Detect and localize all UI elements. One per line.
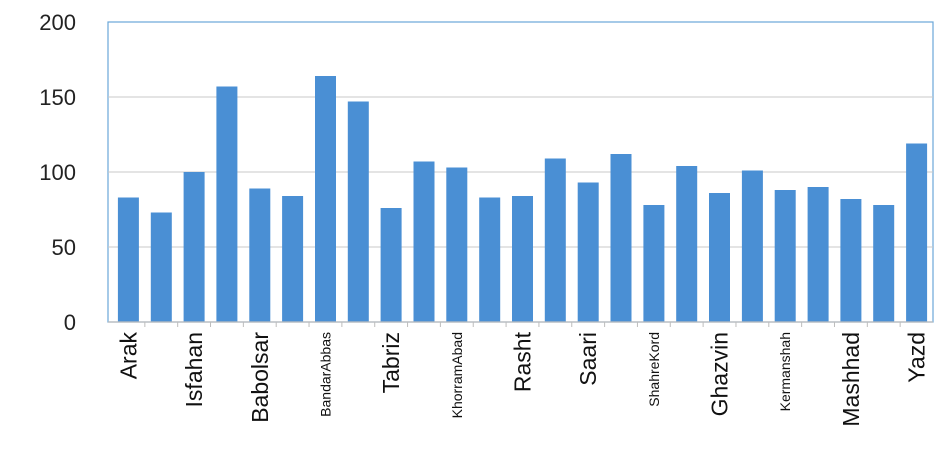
x-tick-label: Mashhad (838, 332, 864, 427)
bar (906, 143, 928, 322)
x-tick-label: KhorramAbad (449, 332, 465, 418)
x-tick-label: Ghazvin (707, 332, 733, 416)
bar (774, 190, 796, 322)
y-axis: 0 50 100 150 200 (39, 10, 76, 335)
x-axis: Arak Isfahan Babolsar BandarAbbas Tabriz Khor… (108, 321, 933, 427)
bar (315, 76, 336, 322)
x-tick-label: ShahreKord (646, 332, 662, 407)
y-tick-label: 150 (39, 85, 76, 110)
bar (216, 86, 238, 322)
bar (643, 205, 665, 322)
bar (249, 188, 271, 322)
x-tick-label: BandarAbbas (318, 332, 334, 417)
x-tick-label: Tabriz (378, 332, 404, 393)
y-tick-label: 200 (39, 10, 76, 35)
x-tick-label: Arak (115, 332, 141, 380)
bar (873, 205, 895, 322)
bar (150, 212, 172, 322)
x-tick-label: Yazd (904, 332, 930, 383)
bar (577, 182, 599, 322)
bar (512, 196, 533, 322)
bar (544, 158, 566, 322)
bar (347, 101, 369, 322)
bar (840, 199, 862, 322)
bars (117, 76, 928, 322)
x-tick-label: Isfahan (181, 332, 207, 407)
bar (117, 197, 139, 322)
bar (183, 172, 205, 322)
bar (610, 154, 632, 322)
bar (446, 167, 468, 322)
bar (741, 170, 763, 322)
bar (282, 196, 304, 322)
bar (676, 166, 698, 322)
bar (413, 161, 435, 322)
bar (709, 193, 730, 322)
y-tick-label: 50 (52, 235, 76, 260)
y-tick-label: 0 (64, 310, 76, 335)
x-tick-label: Babolsar (247, 332, 273, 423)
bar (380, 208, 402, 322)
bar (479, 197, 501, 322)
x-tick-label: Saari (575, 332, 601, 386)
bar (807, 187, 829, 322)
y-tick-label: 100 (39, 160, 76, 185)
x-tick-label: Kermanshah (777, 332, 793, 411)
x-tick-label: Rasht (510, 331, 536, 392)
